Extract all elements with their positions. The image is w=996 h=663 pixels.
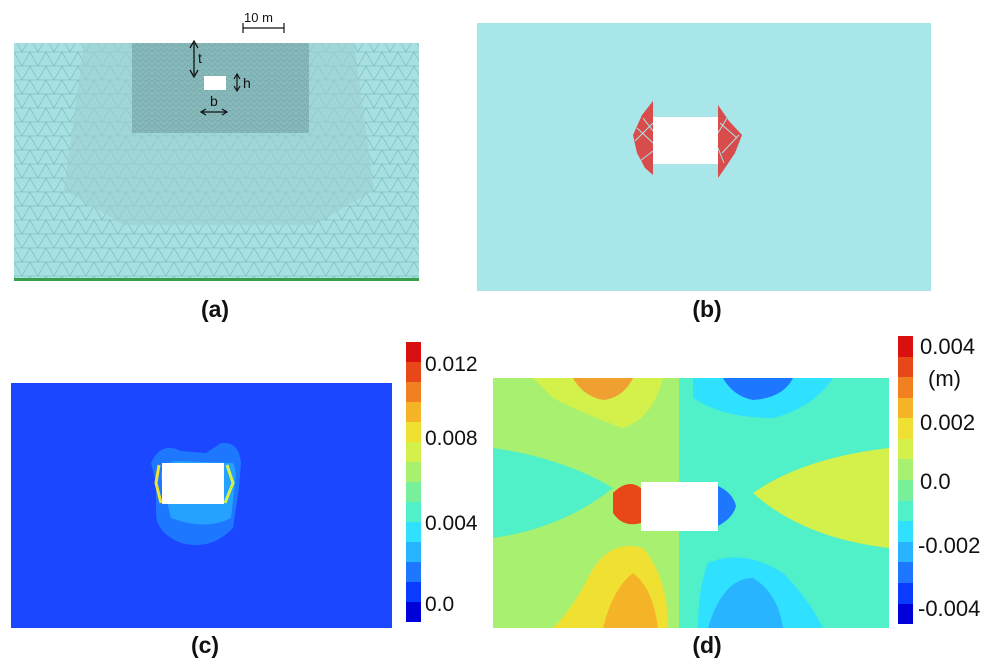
colorbar-segment	[898, 377, 913, 398]
caption-a: (a)	[200, 296, 230, 322]
panel-d	[493, 378, 889, 628]
colorbar-segment	[406, 422, 421, 442]
colorbar-d-tick-1: 0.004	[920, 334, 976, 359]
colorbar-segment	[406, 522, 421, 542]
colorbar-d-tick-5: -0.004	[918, 596, 981, 621]
colorbar-segment	[406, 382, 421, 402]
opening-b	[653, 117, 718, 164]
contour-d-top-left	[533, 378, 663, 428]
contour-d-right-lobe	[753, 448, 889, 548]
colorbar-d	[898, 336, 913, 625]
colorbar-c-tick-4: 0.0	[425, 593, 455, 616]
plastic-zone-left	[633, 101, 653, 175]
colorbar-segment	[898, 582, 913, 604]
panel-a: 10 m t h b	[14, 10, 419, 290]
caption-d: (d)	[692, 632, 722, 658]
colorbar-segment	[898, 500, 913, 522]
panel-c	[11, 383, 392, 628]
colorbar-d-unit: (m)	[928, 366, 961, 391]
opening-rectangle	[204, 76, 226, 90]
colorbar-segment	[406, 602, 421, 622]
label-h: h	[243, 75, 251, 91]
colorbar-segment	[898, 603, 913, 625]
opening-c	[162, 463, 224, 504]
label-t: t	[198, 50, 202, 66]
mesh-diagram: 10 m t h b	[14, 10, 419, 281]
colorbar-segment	[898, 356, 913, 378]
colorbar-segment	[898, 459, 913, 481]
contour-field-d	[493, 378, 889, 628]
colorbar-segment	[898, 480, 913, 501]
colorbar-segment	[898, 336, 913, 357]
colorbar-segment	[898, 438, 913, 460]
colorbar-segment	[406, 582, 421, 602]
colorbar-segment	[406, 542, 421, 562]
scale-bar-label: 10 m	[244, 10, 273, 25]
colorbar-segment	[406, 442, 421, 462]
colorbar-segment	[898, 562, 913, 583]
colorbar-segment	[406, 462, 421, 482]
panel-b	[477, 23, 931, 291]
colorbar-c	[406, 342, 421, 622]
colorbar-segment	[406, 502, 421, 522]
contour-d-left-lobe	[493, 448, 613, 538]
colorbar-segment	[406, 342, 421, 362]
colorbar-d-tick-3: 0.0	[920, 469, 951, 494]
colorbar-d-tick-4: -0.002	[918, 533, 981, 558]
colorbar-segment	[898, 397, 913, 419]
colorbar-segment	[898, 541, 913, 563]
contour-field-c	[11, 383, 392, 628]
opening-d	[641, 482, 718, 531]
colorbar-segment	[898, 418, 913, 439]
caption-c: (c)	[190, 632, 220, 658]
colorbar-segment	[406, 402, 421, 422]
colorbar-segment	[898, 521, 913, 542]
plastic-points-diagram	[477, 23, 931, 291]
colorbar-d-tick-2: 0.002	[920, 410, 976, 435]
colorbar-segment	[406, 482, 421, 502]
label-b: b	[210, 93, 218, 109]
colorbar-segment	[406, 562, 421, 582]
colorbar-c-tick-3: 0.004	[425, 512, 478, 535]
caption-b: (b)	[692, 296, 722, 322]
colorbar-c-tick-1: 0.012	[425, 353, 478, 376]
colorbar-segment	[406, 362, 421, 382]
colorbar-c-tick-2: 0.008	[425, 427, 478, 450]
